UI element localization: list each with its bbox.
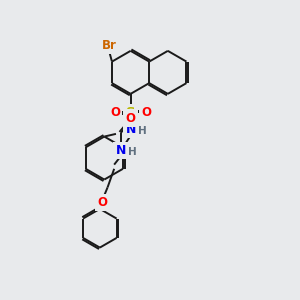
Text: Br: Br bbox=[101, 39, 116, 52]
Text: O: O bbox=[110, 106, 120, 119]
Text: S: S bbox=[126, 106, 135, 119]
Text: N: N bbox=[125, 123, 136, 136]
Text: O: O bbox=[125, 112, 135, 124]
Text: H: H bbox=[138, 127, 147, 136]
Text: O: O bbox=[97, 196, 107, 209]
Text: H: H bbox=[128, 147, 137, 157]
Text: N: N bbox=[116, 144, 126, 157]
Text: O: O bbox=[141, 106, 151, 119]
